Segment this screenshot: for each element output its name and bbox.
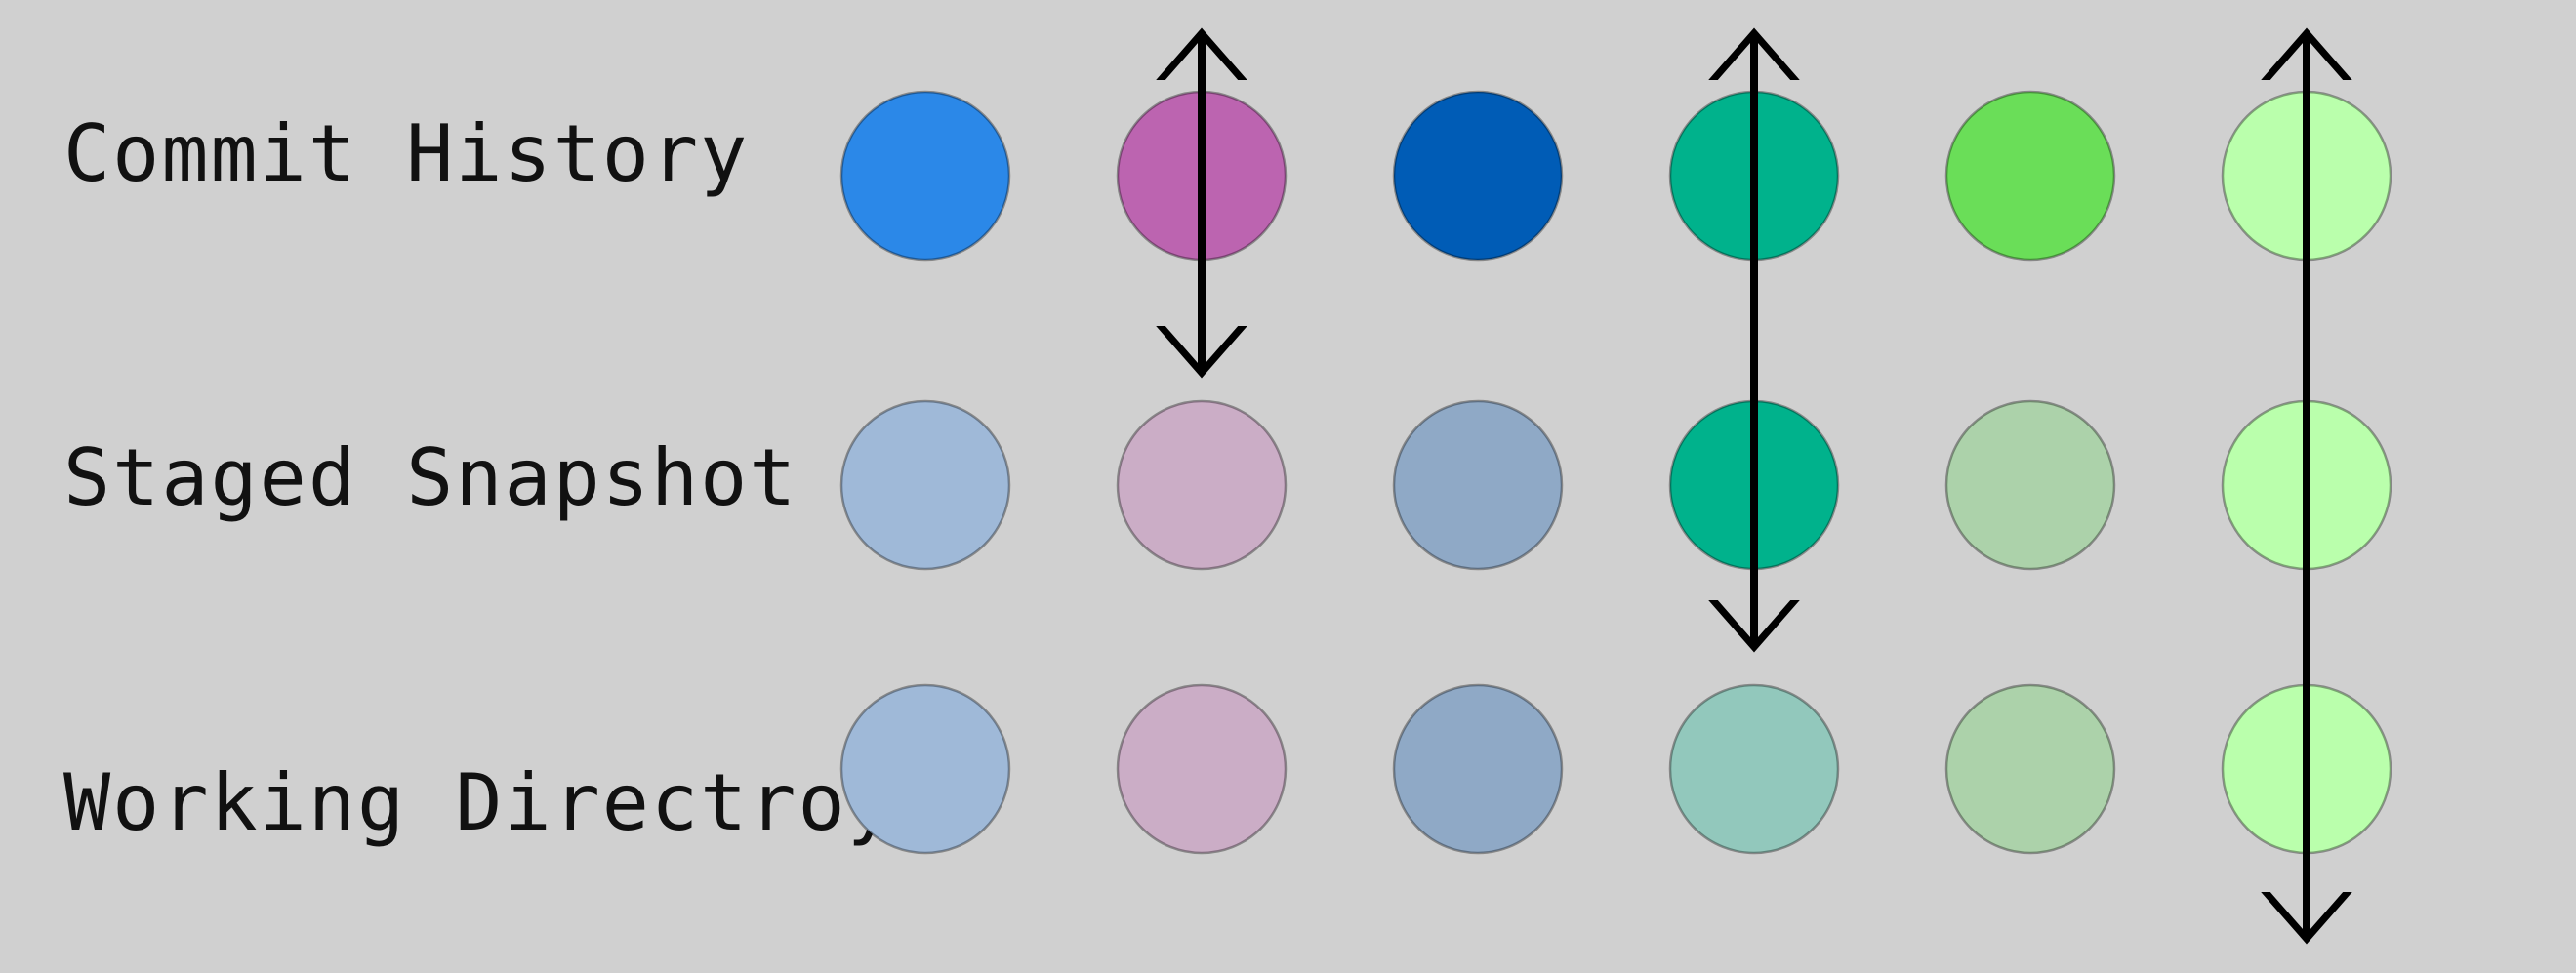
circle-staged-snapshot-5 xyxy=(1944,399,2116,571)
circle-staged-snapshot-3 xyxy=(1392,399,1564,571)
circle-working-directory-1 xyxy=(839,683,1011,855)
circle-working-directory-5 xyxy=(1944,683,2116,855)
circle-commit-history-3 xyxy=(1392,90,1564,262)
circle-layer xyxy=(839,90,2392,855)
circle-commit-history-1 xyxy=(839,90,1011,262)
circle-commit-history-5 xyxy=(1944,90,2116,262)
row-label-commit-history: Commit History xyxy=(63,108,750,199)
circle-staged-snapshot-1 xyxy=(839,399,1011,571)
row-label-staged-snapshot: Staged Snapshot xyxy=(63,432,798,523)
circle-working-directory-2 xyxy=(1116,683,1288,855)
row-label-working-directory: Working Directroy xyxy=(63,757,896,848)
circle-staged-snapshot-2 xyxy=(1116,399,1288,571)
circle-working-directory-4 xyxy=(1668,683,1840,855)
circle-working-directory-3 xyxy=(1392,683,1564,855)
arrow-layer xyxy=(1202,33,2307,939)
